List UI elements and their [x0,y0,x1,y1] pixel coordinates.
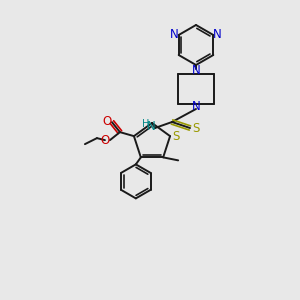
Text: N: N [213,28,222,40]
Text: S: S [172,130,180,142]
Text: N: N [147,121,155,134]
Text: N: N [192,100,200,113]
Text: H: H [142,119,150,129]
Text: O: O [100,134,110,147]
Text: N: N [192,64,200,77]
Text: S: S [192,122,200,134]
Text: N: N [170,28,179,40]
Text: O: O [102,115,112,128]
